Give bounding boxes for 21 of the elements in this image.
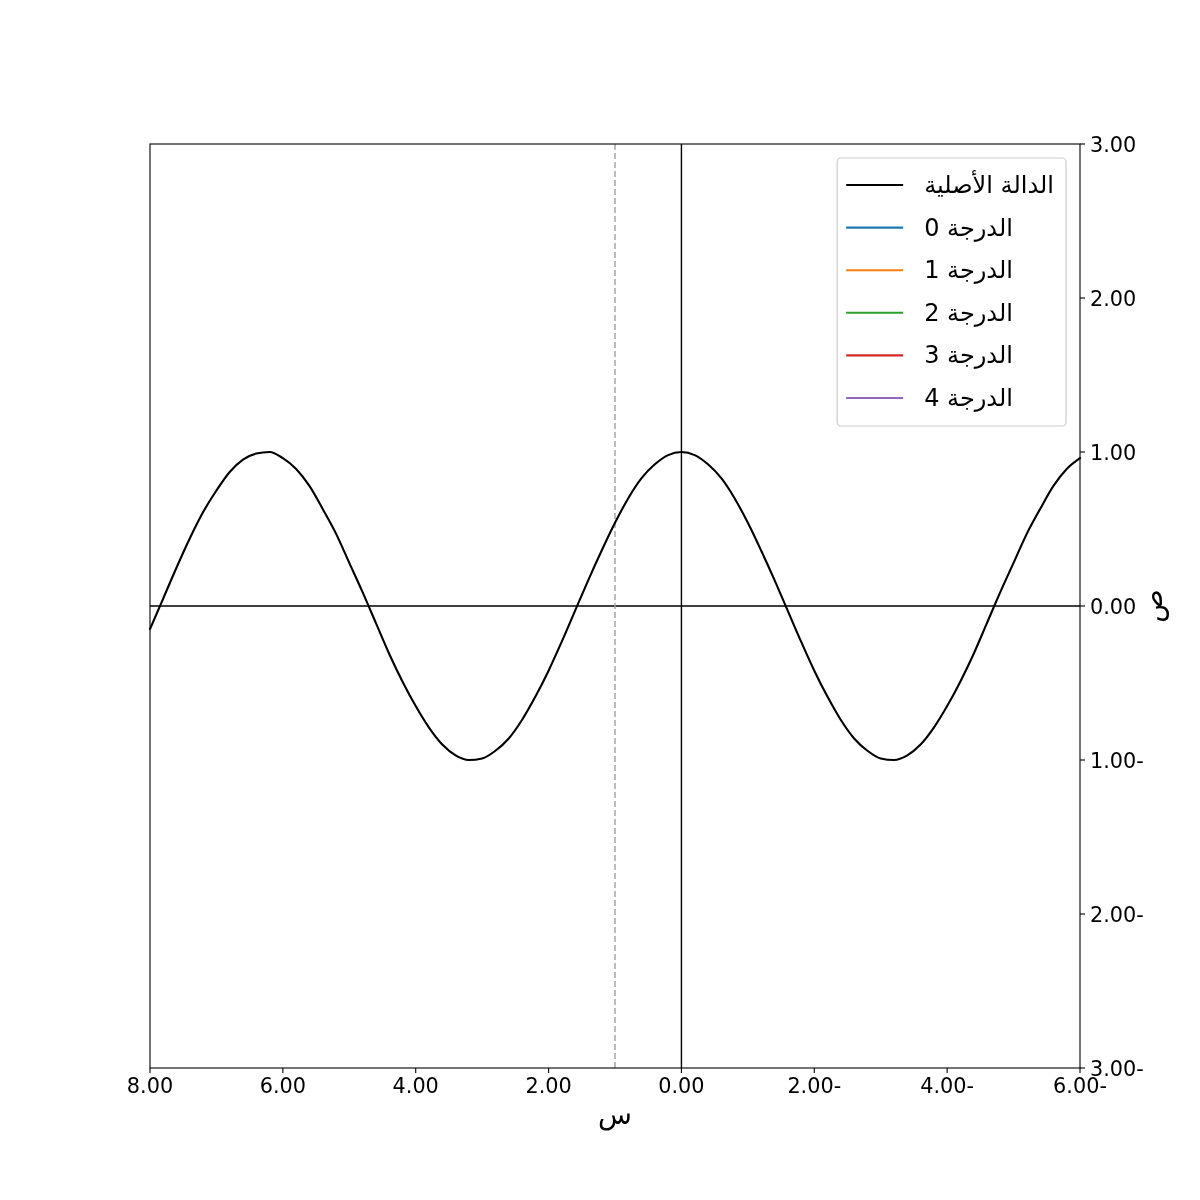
y-tick-label: 3.00 (1090, 132, 1137, 157)
y-tick-label: 0.00 (1090, 594, 1137, 619)
x-tick-label: 4.00 (392, 1074, 439, 1098)
x-tick-label: 0.00 (658, 1074, 705, 1098)
legend-label: الدالة الأصلية (924, 170, 1054, 199)
x-tick-label: 2.00 (525, 1074, 572, 1098)
x-tick-label: 4.00- (920, 1074, 975, 1098)
x-tick-label: 6.00 (259, 1074, 307, 1098)
x-tick-label: 8.00 (126, 1074, 174, 1098)
y-axis-title: ص (1136, 589, 1169, 623)
legend-label: الدرجة 3 (924, 341, 1013, 370)
legend-label: الدرجة 1 (924, 256, 1013, 285)
y-tick-label: 2.00 (1090, 286, 1137, 311)
legend-label: الدرجة 4 (924, 384, 1013, 412)
y-tick-label: 1.00 (1090, 440, 1137, 465)
y-tick-label: 1.00- (1090, 748, 1144, 773)
legend-label: الدرجة 0 (924, 213, 1013, 242)
legend-label: الدرجة 2 (924, 298, 1013, 327)
y-tick-label: 2.00- (1090, 902, 1144, 927)
x-axis-title: س (598, 1098, 632, 1131)
x-tick-label: 2.00- (787, 1074, 842, 1098)
